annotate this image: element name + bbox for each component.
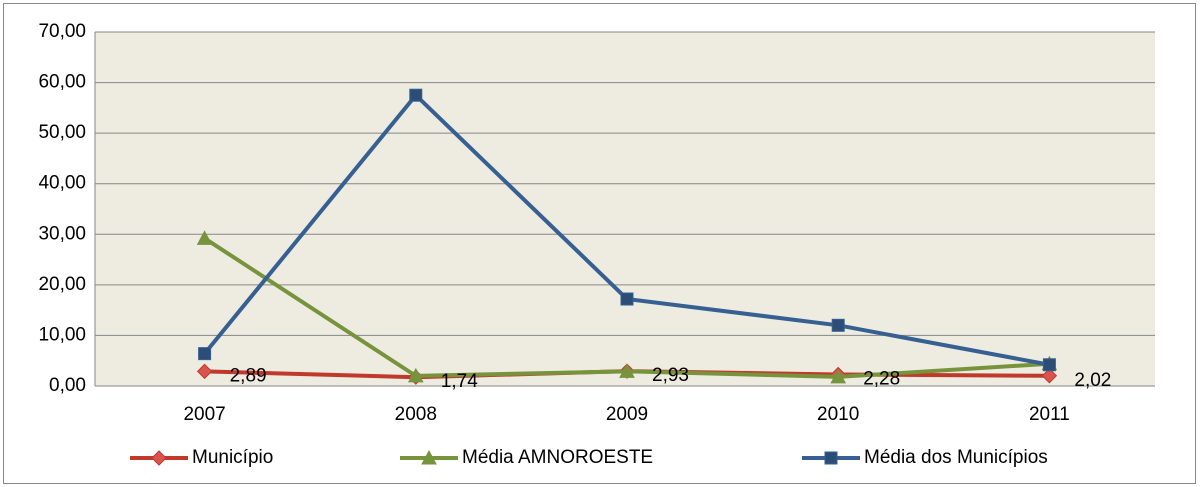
x-tick-label: 2011 [1029, 404, 1070, 425]
marker [620, 292, 634, 306]
marker [830, 368, 847, 384]
y-tick-label: 30,00 [38, 223, 86, 244]
data-label: 2,93 [652, 365, 689, 386]
y-tick-label: 60,00 [38, 72, 86, 93]
data-label: 1,74 [441, 371, 478, 392]
marker [619, 363, 635, 378]
marker [409, 88, 423, 102]
data-label: 2,02 [1074, 370, 1111, 391]
legend-label: Município [192, 447, 273, 468]
marker [831, 318, 845, 332]
marker [1041, 368, 1058, 384]
marker [151, 450, 167, 466]
marker [407, 367, 424, 383]
y-tick-label: 50,00 [38, 122, 86, 143]
x-tick-label: 2009 [606, 404, 648, 425]
x-tick-label: 2007 [183, 404, 225, 425]
x-tick-label: 2010 [817, 404, 859, 425]
marker [196, 230, 213, 245]
marker [1042, 358, 1056, 372]
y-tick-label: 0,00 [49, 375, 86, 396]
x-tick-label: 2008 [395, 404, 437, 425]
marker [196, 363, 213, 380]
marker [824, 451, 838, 465]
y-tick-label: 10,00 [38, 324, 86, 345]
y-tick-label: 40,00 [38, 173, 86, 194]
data-label: 2,28 [863, 368, 900, 389]
y-tick-label: 70,00 [38, 21, 86, 42]
marker [421, 449, 437, 465]
data-label: 2,89 [230, 365, 267, 386]
legend-label: Média dos Municípios [864, 447, 1048, 468]
plot-area [95, 32, 1155, 386]
y-tick-label: 20,00 [38, 274, 86, 295]
marker [198, 347, 212, 361]
legend-label: Média AMNOROESTE [462, 447, 653, 468]
